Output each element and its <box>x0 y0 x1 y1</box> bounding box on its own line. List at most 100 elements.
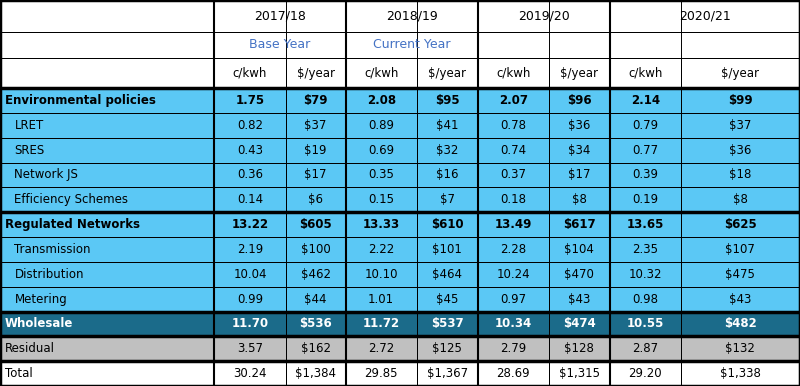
Text: $19: $19 <box>304 144 327 157</box>
Bar <box>0 0 214 32</box>
Bar <box>286 312 346 336</box>
Bar <box>478 237 549 262</box>
Bar <box>0 336 214 361</box>
Bar <box>610 138 681 163</box>
Bar <box>417 212 478 237</box>
Text: 2018/19: 2018/19 <box>386 9 438 22</box>
Text: 28.69: 28.69 <box>496 367 530 380</box>
Text: 11.70: 11.70 <box>231 317 269 330</box>
Bar <box>417 287 478 312</box>
Text: 2.79: 2.79 <box>500 342 526 355</box>
Bar <box>549 113 610 138</box>
Text: 2.14: 2.14 <box>630 94 660 107</box>
Bar <box>214 163 286 187</box>
Bar <box>478 0 610 32</box>
Text: $107: $107 <box>726 243 755 256</box>
Bar <box>549 58 610 88</box>
Text: 30.24: 30.24 <box>234 367 266 380</box>
Text: 0.19: 0.19 <box>632 193 658 206</box>
Text: c/kwh: c/kwh <box>233 66 267 80</box>
Bar <box>610 336 681 361</box>
Text: $8: $8 <box>572 193 586 206</box>
Text: 1.75: 1.75 <box>235 94 265 107</box>
Bar <box>610 187 681 212</box>
Bar <box>346 187 417 212</box>
Text: c/kwh: c/kwh <box>496 66 530 80</box>
Text: 3.57: 3.57 <box>237 342 263 355</box>
Text: 13.22: 13.22 <box>231 218 269 231</box>
Text: $1,338: $1,338 <box>720 367 761 380</box>
Bar <box>478 361 549 386</box>
Bar <box>214 0 346 32</box>
Text: 10.34: 10.34 <box>494 317 532 330</box>
Bar <box>549 237 610 262</box>
Text: $18: $18 <box>730 168 751 181</box>
Text: 29.85: 29.85 <box>365 367 398 380</box>
Text: LRET: LRET <box>14 119 44 132</box>
Bar <box>0 312 214 336</box>
Text: 2.72: 2.72 <box>368 342 394 355</box>
Bar <box>417 138 478 163</box>
Text: Residual: Residual <box>5 342 54 355</box>
Text: $96: $96 <box>567 94 591 107</box>
Text: 13.33: 13.33 <box>362 218 400 231</box>
Text: SRES: SRES <box>14 144 45 157</box>
Text: 0.79: 0.79 <box>632 119 658 132</box>
Text: 2.22: 2.22 <box>368 243 394 256</box>
Bar <box>214 187 286 212</box>
Bar <box>214 312 286 336</box>
Bar <box>0 88 214 113</box>
Text: $1,384: $1,384 <box>295 367 336 380</box>
Text: 2.07: 2.07 <box>498 94 528 107</box>
Text: Current Year: Current Year <box>373 38 450 51</box>
Text: c/kwh: c/kwh <box>628 66 662 80</box>
Text: $36: $36 <box>568 119 590 132</box>
Text: $482: $482 <box>724 317 757 330</box>
Text: $32: $32 <box>436 144 458 157</box>
Bar <box>0 187 214 212</box>
Bar <box>0 361 214 386</box>
Text: $605: $605 <box>299 218 332 231</box>
Text: 1.01: 1.01 <box>368 293 394 306</box>
Text: $79: $79 <box>303 94 328 107</box>
Bar <box>681 287 800 312</box>
Bar <box>478 262 549 287</box>
Text: $162: $162 <box>301 342 330 355</box>
Text: $536: $536 <box>299 317 332 330</box>
Text: 0.78: 0.78 <box>500 119 526 132</box>
Bar <box>0 58 214 88</box>
Bar <box>0 32 214 58</box>
Bar <box>346 312 417 336</box>
Bar <box>346 32 478 58</box>
Text: Efficiency Schemes: Efficiency Schemes <box>14 193 128 206</box>
Bar <box>346 212 417 237</box>
Bar <box>681 312 800 336</box>
Bar <box>346 237 417 262</box>
Bar <box>549 88 610 113</box>
Text: Distribution: Distribution <box>14 268 84 281</box>
Bar <box>478 312 549 336</box>
Text: $37: $37 <box>730 119 751 132</box>
Text: Wholesale: Wholesale <box>5 317 73 330</box>
Bar <box>681 361 800 386</box>
Text: $37: $37 <box>305 119 326 132</box>
Text: $101: $101 <box>432 243 462 256</box>
Bar <box>681 88 800 113</box>
Text: 10.10: 10.10 <box>365 268 398 281</box>
Text: $/year: $/year <box>560 66 598 80</box>
Bar <box>478 163 549 187</box>
Text: $7: $7 <box>440 193 454 206</box>
Text: 0.99: 0.99 <box>237 293 263 306</box>
Text: $617: $617 <box>563 218 595 231</box>
Text: 0.82: 0.82 <box>237 119 263 132</box>
Bar <box>549 287 610 312</box>
Bar <box>0 262 214 287</box>
Bar <box>549 262 610 287</box>
Text: 10.04: 10.04 <box>234 268 266 281</box>
Bar <box>549 312 610 336</box>
Bar <box>417 187 478 212</box>
Text: $8: $8 <box>733 193 748 206</box>
Text: 13.65: 13.65 <box>626 218 664 231</box>
Bar <box>214 237 286 262</box>
Bar <box>346 58 417 88</box>
